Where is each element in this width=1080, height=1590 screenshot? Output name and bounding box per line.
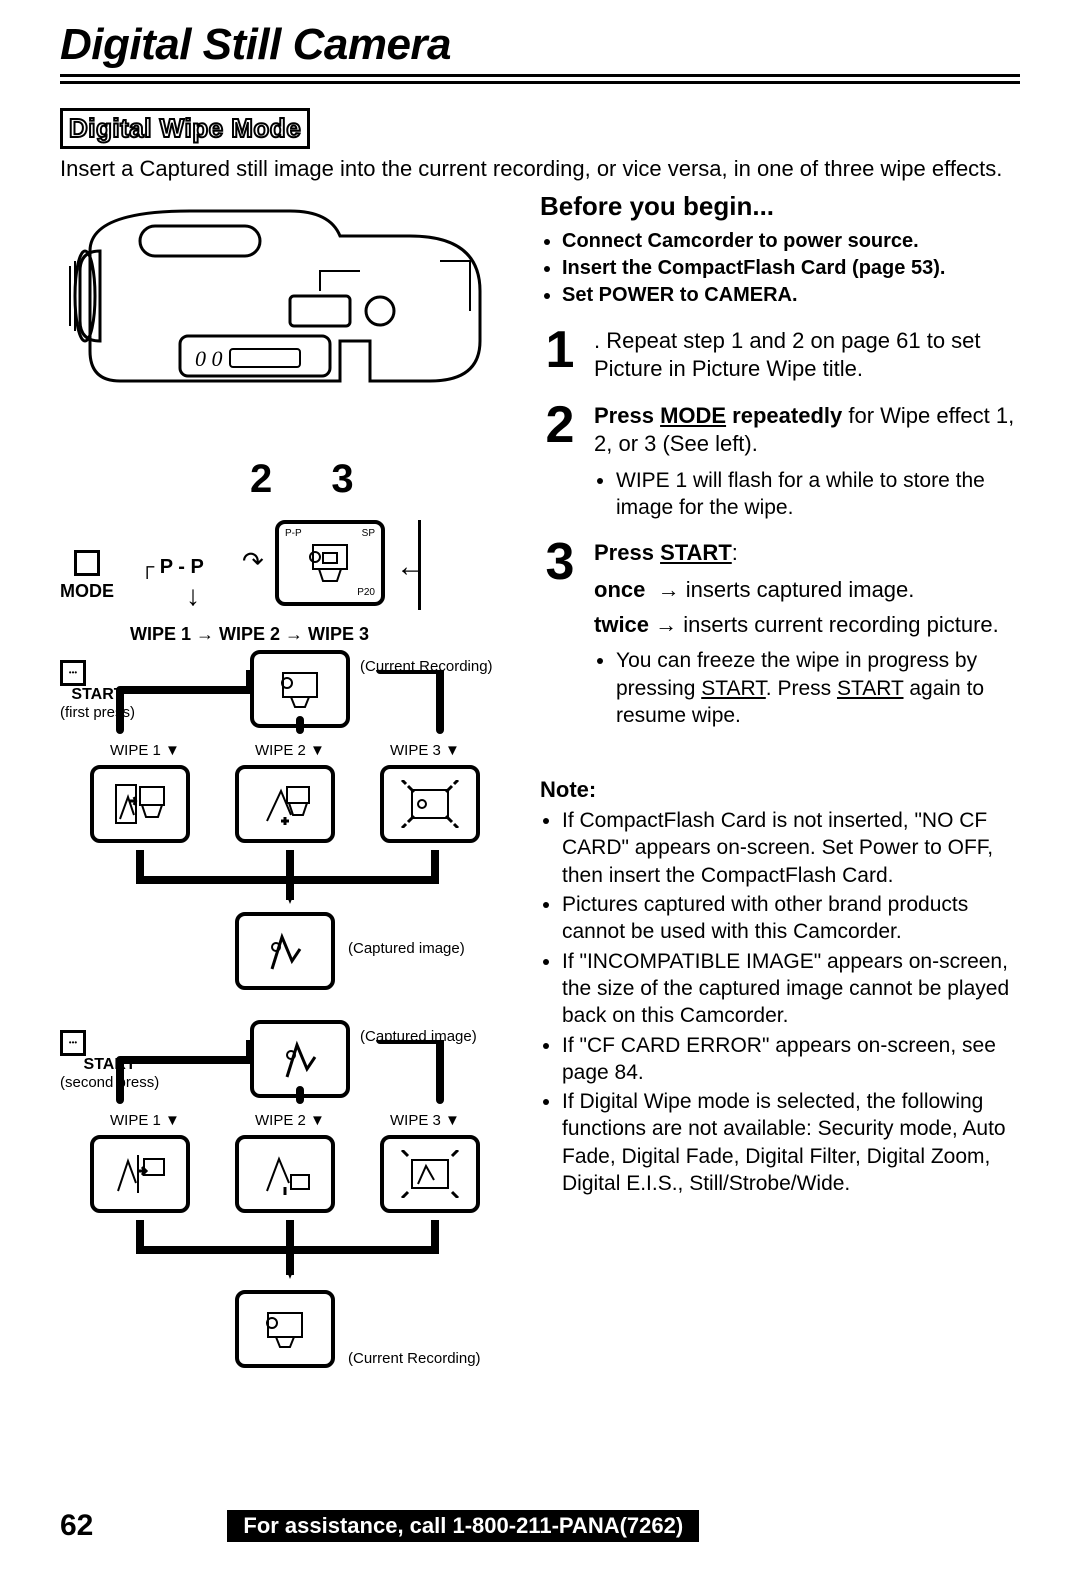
note-item: If "CF CARD ERROR" appears on-screen, se… [562, 1032, 1020, 1087]
arrow-right-icon: → [658, 577, 680, 602]
wipe3-label-1: WIPE 3 ▼ [390, 742, 460, 759]
note-heading: Note: [540, 777, 1020, 803]
step-number: 3 [540, 539, 580, 729]
step-3: 3 Press START: once → inserts captured i… [540, 539, 1020, 729]
flow-connector-2 [100, 850, 460, 920]
freeze-start-2: START [837, 677, 904, 700]
wipe1-label-1: WIPE 1 ▼ [110, 742, 180, 759]
step-body: Press START: once → inserts captured ima… [594, 539, 1020, 729]
before-bullet: Set POWER to CAMERA. [562, 282, 1020, 309]
page-title: Digital Still Camera [60, 20, 1020, 70]
note-item: Pictures captured with other brand produ… [562, 891, 1020, 946]
wipe2-label-2: WIPE 2 ▼ [255, 1112, 325, 1129]
arrow-right-icon: ↷ [242, 546, 264, 577]
twice-label: twice [594, 612, 649, 637]
wipe-sequence: WIPE 1 → WIPE 2 → WIPE 3 [130, 624, 510, 645]
once-text: inserts captured image. [686, 577, 915, 602]
step-2: 2 Press MODE repeatedly for Wipe effect … [540, 402, 1020, 522]
step-1: 1 . Repeat step 1 and 2 on page 61 to se… [540, 327, 1020, 384]
wipe2-label-1: WIPE 2 ▼ [255, 742, 325, 759]
flow-connector-1 [100, 670, 460, 750]
mode-button-icon [74, 550, 100, 576]
step2-press: Press [594, 403, 660, 428]
flow-connector-3 [100, 1040, 460, 1120]
step2-repeatedly: repeatedly [726, 403, 842, 428]
wipe3-label-2: WIPE 3 ▼ [390, 1112, 460, 1129]
screen-wipe1-b [90, 1135, 190, 1213]
mode-label: MODE [60, 581, 114, 602]
step3-start: START [660, 540, 732, 565]
screen-wipe3-a [380, 765, 480, 843]
bracket-line [418, 520, 421, 610]
camera-illustration: 0 0 [60, 191, 520, 451]
arrow-left-icon: ← [396, 550, 426, 584]
arrow-down-icon: ↓ [186, 580, 200, 612]
screen-wipe3-b [380, 1135, 480, 1213]
pp-text: P - P [160, 556, 204, 578]
start-button-icon: ••• [60, 660, 86, 686]
freeze-text-2: . Press [766, 677, 837, 700]
page-number: 62 [60, 1509, 93, 1543]
svg-text:0 0: 0 0 [195, 346, 223, 371]
title-rule [60, 74, 1020, 84]
step-body: Press MODE repeatedly for Wipe effect 1,… [594, 402, 1020, 522]
section-badge: Digital Wipe Mode [60, 108, 310, 149]
left-diagram-column: 0 0 2 3 MODE ┌ P - P ↓ [60, 191, 520, 1590]
lcd-screen: P-P SP P20 [275, 520, 385, 606]
pp-label: ┌ P - P [140, 556, 204, 579]
step2-mode: MODE [660, 403, 726, 428]
note-item: If Digital Wipe mode is selected, the fo… [562, 1088, 1020, 1197]
hoop-icon [305, 541, 355, 585]
before-bullets: Connect Camcorder to power source. Inser… [540, 228, 1020, 309]
assistance-bar: For assistance, call 1-800-211-PANA(7262… [227, 1510, 699, 1542]
note-item: If CompactFlash Card is not inserted, "N… [562, 807, 1020, 889]
lcd-p20: P20 [357, 587, 375, 598]
right-text-column: Before you begin... Connect Camcorder to… [540, 191, 1020, 1590]
step3-press: Press [594, 540, 660, 565]
screen-wipe1-a [90, 765, 190, 843]
twice-text: inserts current recording picture. [683, 612, 998, 637]
flow-connector-4 [100, 1220, 460, 1295]
before-bullet: Connect Camcorder to power source. [562, 228, 1020, 255]
arrow-right-icon: → [655, 612, 677, 637]
before-bullet: Insert the CompactFlash Card (page 53). [562, 255, 1020, 282]
step-number: 1 [540, 327, 580, 384]
intro-text: Insert a Captured still image into the c… [60, 155, 1020, 183]
step3-colon: : [732, 540, 738, 565]
captured-label-1: (Captured image) [348, 940, 465, 957]
before-heading: Before you begin... [540, 191, 1020, 222]
screen-captured-1 [235, 912, 335, 990]
screen-current-recording-2 [235, 1290, 335, 1368]
screen-wipe2-b [235, 1135, 335, 1213]
step2-sub: WIPE 1 will flash for a while to store t… [616, 467, 1020, 522]
screen-wipe2-a [235, 765, 335, 843]
note-list: If CompactFlash Card is not inserted, "N… [540, 807, 1020, 1197]
once-label: once [594, 577, 645, 602]
callout-numbers: 2 3 [60, 457, 520, 502]
note-item: If "INCOMPATIBLE IMAGE" appears on-scree… [562, 948, 1020, 1030]
current-recording-label-2: (Current Recording) [348, 1350, 481, 1367]
step3-freeze: You can freeze the wipe in progress by p… [616, 647, 1020, 729]
step-number: 2 [540, 402, 580, 522]
freeze-start-1: START [701, 677, 766, 700]
wipe-flow-diagram: ••• START (first press) (Current Recordi… [60, 650, 520, 1590]
lcd-sp: SP [362, 528, 375, 539]
start-button-icon-2: ••• [60, 1030, 86, 1056]
wipe1-label-2: WIPE 1 ▼ [110, 1112, 180, 1129]
lcd-pp: P-P [285, 528, 302, 539]
step-body: . Repeat step 1 and 2 on page 61 to set … [594, 327, 1020, 384]
